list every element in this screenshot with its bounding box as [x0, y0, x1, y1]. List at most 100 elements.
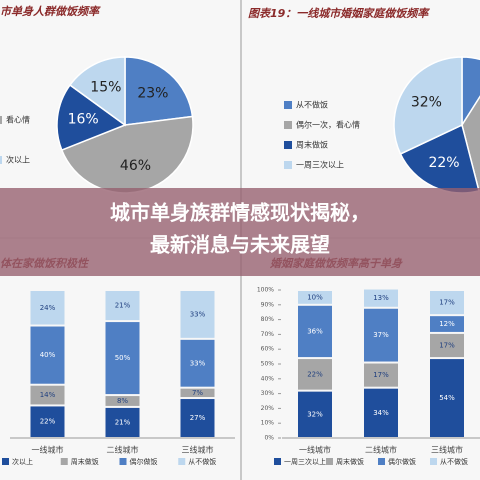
- legend-swatch: [60, 458, 68, 465]
- legend-label: 周末做饭: [296, 140, 328, 150]
- bar-segment: [430, 333, 464, 358]
- y-tick-label: 80%: [261, 316, 275, 323]
- bar-segment: [298, 291, 332, 304]
- slice-label: 23%: [137, 85, 168, 101]
- legend-label: 从不做饭: [440, 457, 468, 466]
- y-tick-label: 20%: [261, 405, 275, 412]
- legend-label: 偶尔一次，看心情: [296, 120, 360, 130]
- slice-label: 32%: [411, 94, 442, 110]
- bar-label: 17%: [439, 342, 455, 350]
- bar-segment: [30, 326, 65, 384]
- bar-label: 21%: [115, 302, 131, 310]
- bar-segment: [105, 407, 140, 437]
- legend-swatch: [274, 458, 281, 465]
- bar-segment: [30, 385, 65, 405]
- bar-segment: [105, 322, 140, 395]
- bar-segment: [180, 339, 215, 387]
- slice-label: 16%: [68, 112, 99, 128]
- slice-label: 15%: [90, 79, 121, 95]
- legend-label: 从不做饭: [296, 100, 328, 110]
- pie-slice: [56, 83, 127, 152]
- bar-label: 33%: [190, 359, 206, 367]
- x-tick-label: 三线城市: [182, 445, 214, 455]
- x-tick-label: 三线城市: [431, 445, 463, 455]
- bar-label: 36%: [307, 327, 323, 335]
- pie-slice: [393, 56, 463, 155]
- x-tick-label: 二线城市: [107, 445, 139, 455]
- chart-title: 市单身人群做饭频率: [0, 5, 101, 18]
- bar-segment: [364, 363, 398, 387]
- chart-title: 图表19：一线城市婚姻家庭做饭频率: [248, 7, 430, 20]
- legend-swatch: [0, 116, 2, 124]
- banner: [0, 188, 480, 276]
- bar-label: 13%: [373, 294, 389, 302]
- legend-swatch: [0, 156, 2, 164]
- y-tick-label: 0%: [264, 435, 274, 442]
- legend-label: 次以上: [12, 457, 33, 466]
- y-tick-label: 60%: [261, 346, 275, 353]
- bar-label: 34%: [373, 409, 389, 417]
- legend-label: 偶尔做饭: [130, 457, 158, 466]
- legend-swatch: [2, 458, 9, 465]
- legend-label: 周末做饭: [71, 457, 99, 466]
- x-tick-label: 一线城市: [299, 445, 331, 455]
- bar-label: 40%: [40, 351, 56, 359]
- bar-label: 37%: [373, 331, 389, 339]
- bar-label: 8%: [117, 397, 128, 405]
- legend-swatch: [178, 458, 186, 465]
- legend-label: 看心情: [6, 115, 30, 125]
- bar-segment: [298, 391, 332, 437]
- pie-slice: [461, 95, 480, 192]
- bar-label: 14%: [40, 391, 56, 399]
- legend-label: 周末做饭: [336, 457, 364, 466]
- legend-swatch: [284, 101, 292, 109]
- y-tick-label: 30%: [261, 390, 275, 397]
- bar-segment: [180, 388, 215, 398]
- y-tick-label: 90%: [261, 301, 275, 308]
- bar-segment: [364, 388, 398, 437]
- bar-segment: [105, 396, 140, 406]
- legend-label: 偶尔做饭: [388, 457, 416, 466]
- bar-segment: [298, 305, 332, 358]
- bar-segment: [364, 289, 398, 307]
- headline: 最新消息与未来展望: [150, 233, 330, 257]
- legend-label: 一周三次以上: [296, 160, 344, 170]
- legend-label: 次以上: [6, 155, 30, 165]
- headline: 城市单身族群情感现状揭秘，: [110, 201, 370, 225]
- legend-swatch: [430, 458, 437, 465]
- bar-label: 17%: [373, 371, 389, 379]
- bar-label: 33%: [190, 310, 206, 318]
- legend-swatch: [284, 141, 292, 149]
- bar-segment: [430, 316, 464, 332]
- bar-label: 54%: [439, 394, 455, 402]
- bar-segment: [180, 399, 215, 437]
- bar-label: 22%: [40, 418, 56, 426]
- x-tick-label: 二线城市: [365, 445, 397, 455]
- bar-label: 21%: [115, 418, 131, 426]
- y-tick-label: 40%: [261, 375, 275, 382]
- legend-swatch: [378, 458, 385, 465]
- legend-label: 从不做饭: [188, 457, 216, 466]
- legend-label: 一周三次以上: [284, 457, 326, 466]
- bar-segment: [430, 359, 464, 437]
- pie-slice: [124, 56, 194, 126]
- legend-swatch: [284, 121, 292, 129]
- bar-label: 27%: [190, 414, 206, 422]
- slice-label: 22%: [428, 155, 459, 171]
- pie-slice: [68, 56, 126, 127]
- bar-segment: [30, 291, 65, 325]
- bar-label: 17%: [439, 299, 455, 307]
- bar-label: 32%: [307, 410, 323, 418]
- y-tick-label: 70%: [261, 331, 275, 338]
- legend-swatch: [326, 458, 333, 465]
- x-tick-label: 一线城市: [32, 445, 64, 455]
- bar-label: 22%: [307, 370, 323, 378]
- bar-segment: [105, 291, 140, 321]
- y-tick-label: 10%: [261, 420, 275, 427]
- bar-segment: [180, 291, 215, 338]
- legend-swatch: [284, 161, 292, 169]
- bar-label: 24%: [40, 304, 56, 312]
- bar-segment: [430, 291, 464, 315]
- bar-label: 7%: [192, 389, 203, 397]
